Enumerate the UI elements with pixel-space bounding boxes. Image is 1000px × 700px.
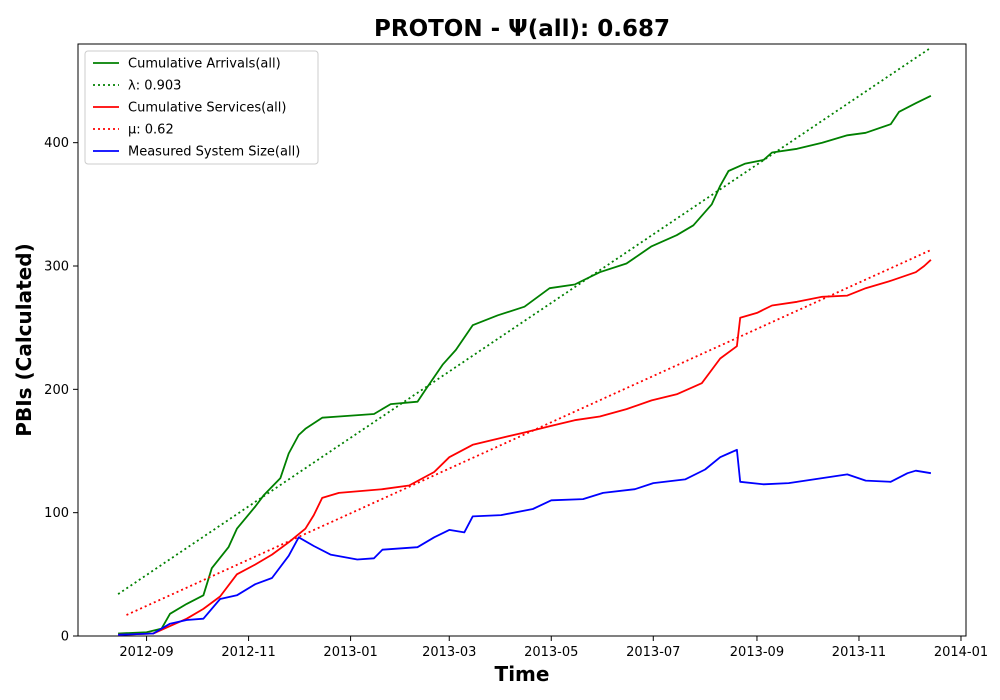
series-line-0 (118, 94, 932, 635)
x-axis-label: Time (495, 662, 550, 686)
x-tick-label: 2013-05 (524, 645, 578, 660)
legend-label-4: Measured System Size(all) (128, 145, 300, 160)
x-tick-label: 2013-07 (626, 645, 680, 660)
series-line-3 (126, 249, 932, 616)
x-tick-label: 2012-11 (221, 645, 275, 660)
legend-label-0: Cumulative Arrivals(all) (128, 57, 281, 72)
y-axis-label: PBIs (Calculated) (12, 243, 36, 436)
legend-label-3: μ: 0.62 (128, 123, 174, 138)
chart-title: PROTON - Ψ(all): 0.687 (374, 16, 670, 42)
x-tick-label: 2012-09 (119, 645, 173, 660)
y-tick-label: 400 (44, 136, 69, 151)
x-tick-label: 2013-11 (832, 645, 886, 660)
y-axis: 0 100 200 300 400 (44, 136, 78, 645)
y-tick-label: 100 (44, 506, 69, 521)
legend: Cumulative Arrivals(all) λ: 0.903 Cumulati… (84, 50, 319, 165)
legend-label-2: Cumulative Services(all) (128, 101, 286, 116)
y-tick-label: 300 (44, 260, 69, 275)
y-tick-label: 200 (44, 383, 69, 398)
series-line-2 (118, 259, 932, 636)
series-line-4 (118, 448, 932, 636)
x-tick-label: 2013-09 (730, 645, 784, 660)
legend-label-1: λ: 0.903 (128, 79, 181, 94)
series-line-1 (117, 46, 932, 595)
x-axis: 2012-09 2012-11 2013-01 2013-03 2013-05 2013-… (119, 636, 988, 660)
series-layer (117, 46, 932, 636)
legend-box (84, 50, 319, 165)
y-tick-label: 0 (61, 630, 69, 645)
x-tick-label: 2013-01 (323, 645, 377, 660)
x-tick-label: 2013-03 (422, 645, 476, 660)
x-tick-label: 2014-01 (934, 645, 988, 660)
